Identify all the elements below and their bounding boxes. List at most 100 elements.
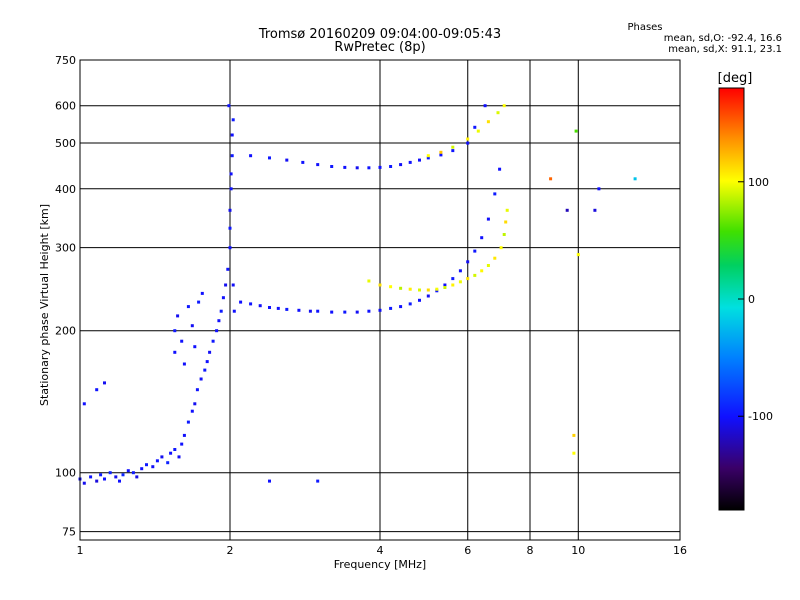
data-point-o [435, 289, 439, 293]
data-point-x [496, 111, 500, 115]
y-tick-label: 400 [55, 183, 76, 196]
data-point-stray [565, 208, 569, 212]
data-point-x [499, 246, 503, 250]
data-point-o [389, 306, 393, 310]
data-point-o [301, 160, 305, 164]
data-point-stray [82, 402, 86, 406]
data-point-o [343, 165, 347, 169]
data-point-o [126, 469, 130, 473]
data-point-o [169, 451, 173, 455]
data-point-o [231, 118, 235, 122]
data-point-x [443, 286, 447, 289]
data-point-o [498, 167, 502, 171]
data-point-o [173, 329, 177, 333]
data-point-o [316, 309, 320, 313]
data-point-o [108, 471, 112, 475]
data-point-o [285, 307, 289, 311]
data-point-o [219, 309, 223, 313]
data-point-o [228, 246, 232, 250]
data-point-o [443, 283, 447, 287]
data-point-o [480, 236, 484, 240]
phases-o-stats: mean, sd,O: -92.4, 16.6 [663, 33, 782, 44]
data-point-o [399, 305, 403, 309]
y-tick-label: 600 [55, 100, 76, 113]
data-point-o [231, 283, 235, 287]
data-point-stray [103, 381, 106, 385]
colorbar-tick-label: 100 [748, 176, 769, 189]
data-point-o [297, 308, 301, 312]
data-point-o [258, 304, 262, 308]
data-point-o [355, 166, 359, 170]
data-point-o [193, 345, 197, 349]
data-point-o [232, 309, 236, 313]
data-point-o [466, 260, 470, 264]
data-point-x [473, 273, 477, 277]
data-point-o [268, 306, 271, 309]
data-points [78, 104, 637, 485]
data-point-o [230, 154, 234, 158]
data-point-x [408, 287, 412, 291]
data-point-o [226, 267, 230, 271]
data-point-o [239, 300, 243, 304]
y-axis-ticks: 75 100 200 300 400 500 600 750 [55, 54, 76, 539]
data-point-o [99, 473, 103, 477]
data-point-x [466, 277, 470, 281]
x-tick-label: 1 [77, 544, 84, 557]
x-tick-label: 8 [527, 544, 534, 557]
data-point-x [493, 256, 497, 260]
data-point-o [308, 309, 312, 313]
data-point-o [131, 471, 135, 475]
data-point-o [155, 459, 159, 463]
y-tick-label: 500 [55, 137, 76, 150]
data-point-o [378, 308, 382, 312]
data-point-o [176, 314, 180, 318]
data-point-stray [549, 177, 553, 181]
data-point-o [473, 125, 477, 129]
data-point-x [502, 233, 506, 236]
colorbar-ticks: 100 0 -100 [738, 176, 773, 423]
data-point-o [228, 208, 232, 212]
data-point-o [186, 420, 190, 424]
data-point-x [480, 269, 484, 273]
data-point-o [399, 163, 403, 167]
plot-frame [79, 59, 681, 541]
data-point-x [451, 283, 455, 287]
data-point-o [227, 104, 231, 108]
data-point-x [572, 433, 576, 437]
data-point-o [208, 350, 212, 354]
data-point-o [215, 329, 219, 333]
x-tick-label: 10 [571, 544, 585, 557]
data-point-o [140, 467, 144, 471]
data-point-o [173, 350, 177, 354]
data-point-x [466, 137, 470, 141]
data-point-o [343, 310, 347, 314]
data-point-o [193, 402, 197, 406]
x-axis-ticks: 1 2 4 6 8 10 16 [77, 544, 688, 557]
phases-title: Phases [627, 22, 663, 33]
data-point-o [229, 172, 233, 176]
data-point-o [451, 149, 455, 153]
data-point-x [505, 208, 509, 212]
data-point-o [203, 368, 207, 372]
y-tick-label: 300 [55, 242, 76, 255]
data-point-o [466, 141, 470, 145]
data-point-x [451, 145, 455, 149]
data-point-o [182, 433, 186, 437]
data-point-o [199, 377, 203, 381]
data-point-o [151, 465, 155, 469]
data-point-stray [95, 388, 99, 392]
data-point-o [316, 163, 320, 167]
chart-subtitle: RwPretec (8p) [334, 40, 426, 55]
data-point-o [355, 310, 359, 314]
data-point-x [418, 288, 421, 292]
data-point-x [476, 129, 480, 133]
data-point-o [426, 294, 430, 298]
data-point-o [190, 324, 194, 328]
data-point-x [389, 285, 393, 289]
data-point-o [190, 409, 194, 413]
data-point-o [228, 226, 232, 230]
data-point-o [493, 192, 497, 196]
data-point-x [378, 283, 382, 287]
data-point-o [268, 156, 271, 160]
data-point-o [173, 448, 177, 451]
